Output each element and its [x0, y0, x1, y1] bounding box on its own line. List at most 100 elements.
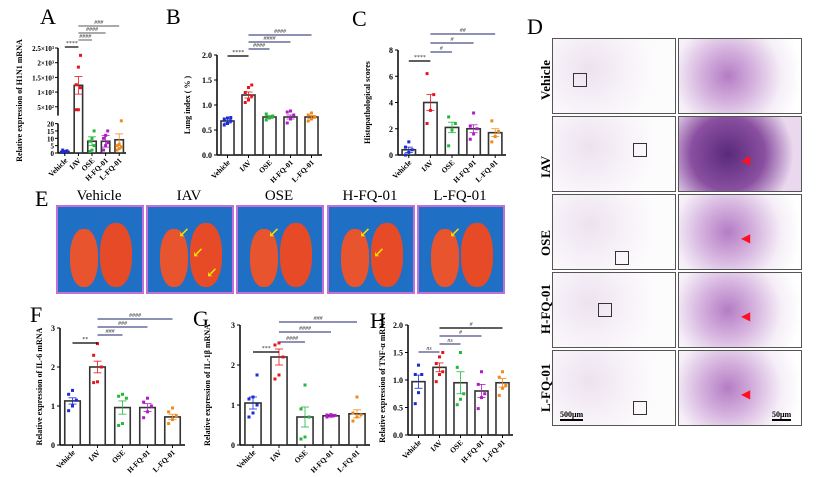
data-point	[71, 404, 74, 408]
panel-letter-e: E	[35, 186, 49, 211]
y-tick-label: 1×10³	[37, 89, 54, 97]
significance-label: ####	[264, 36, 277, 42]
significance-label: #	[440, 46, 444, 52]
significance-label: ####	[253, 43, 266, 49]
y-axis-label: Histopathological scores	[363, 61, 372, 144]
photo-label: Vehicle	[76, 188, 122, 204]
data-point	[459, 351, 462, 354]
data-point	[425, 72, 429, 76]
data-point	[226, 122, 229, 125]
data-point	[90, 136, 94, 140]
lung-right-lobe	[100, 223, 132, 287]
significance-label: ###	[94, 20, 104, 26]
data-point	[90, 148, 94, 152]
data-point	[417, 391, 420, 395]
arrow-icon: ↙	[359, 226, 371, 241]
data-point	[447, 115, 451, 119]
chart-h-tnfa: 0.0 0.5 1.0 1.5 2.0 Relative expression of TN…	[378, 317, 513, 465]
data-point	[303, 435, 307, 439]
data-point	[67, 409, 71, 413]
y-tick-label: 1.0	[202, 101, 212, 110]
data-point	[299, 407, 303, 411]
data-point	[497, 393, 501, 397]
photo-label: L-FQ-01	[433, 188, 487, 204]
data-point	[497, 375, 501, 379]
data-point	[171, 418, 174, 422]
arrow-icon: ◀	[741, 153, 751, 167]
lung-left-lobe	[70, 229, 98, 287]
significance-label: ###	[106, 329, 116, 335]
data-point	[146, 396, 149, 400]
y-tick-label: 2×10³	[37, 60, 54, 68]
y-tick-label: 5×10²	[37, 104, 54, 112]
data-point	[307, 415, 311, 419]
data-point	[61, 150, 65, 154]
y-tick-label: 0	[51, 441, 55, 450]
y-tick-label: 0.5	[393, 404, 403, 413]
significance-label: #	[459, 330, 463, 336]
lung-right-lobe	[371, 223, 403, 287]
arrow-icon: ↙	[268, 226, 280, 241]
data-point	[250, 83, 254, 87]
data-point	[226, 116, 229, 120]
data-point	[333, 413, 337, 417]
data-point	[264, 112, 268, 116]
significance-label: ****	[414, 55, 426, 61]
x-tick-label: L-FQ-01	[474, 158, 500, 184]
data-point	[96, 342, 99, 346]
data-point	[407, 140, 411, 144]
data-point	[292, 113, 296, 117]
data-point	[243, 101, 247, 104]
data-point	[255, 403, 259, 407]
data-point	[271, 114, 275, 118]
y-tick-label: 2	[389, 125, 393, 134]
arrow-icon: ↙	[192, 246, 204, 261]
data-point	[472, 111, 476, 115]
data-point	[355, 395, 359, 399]
significance-label: ####	[299, 326, 312, 332]
y-tick-label: 8	[389, 46, 393, 55]
bar	[73, 84, 84, 154]
data-point	[425, 122, 429, 125]
data-point	[117, 394, 121, 398]
lung-photo: ↙ ↙	[327, 205, 415, 294]
histology-low-mag	[552, 272, 676, 348]
data-point	[115, 144, 119, 148]
data-point	[117, 424, 121, 427]
y-tick-label: 5	[51, 143, 55, 151]
data-point	[92, 353, 96, 357]
data-point	[310, 117, 313, 121]
x-tick-label: OSE	[439, 158, 456, 175]
data-point	[106, 141, 110, 145]
panel-letter-b: B	[166, 4, 181, 29]
data-point	[88, 150, 92, 154]
data-point	[410, 148, 414, 152]
x-tick-label: IAV	[268, 448, 284, 464]
y-axis-label: Relative expression of IL-1β mRNA	[203, 324, 212, 446]
panel-letter-g: G	[193, 306, 209, 331]
data-point	[351, 419, 355, 423]
zoom-box	[573, 73, 587, 87]
data-point	[247, 98, 250, 102]
data-point	[67, 392, 71, 396]
data-point	[306, 113, 310, 117]
significance-label: ####	[286, 336, 299, 342]
panel-letter-h: H	[370, 308, 386, 333]
data-point	[74, 108, 78, 112]
significance-label: ns	[426, 346, 432, 352]
data-point	[310, 111, 313, 115]
zoom-box	[633, 401, 647, 415]
data-point	[420, 373, 424, 376]
significance-label: ####	[274, 29, 287, 35]
x-tick-label: H-FQ-01	[451, 158, 478, 185]
data-point	[117, 147, 121, 151]
significance-label: ns	[447, 338, 453, 344]
arrow-icon: ◀	[741, 309, 751, 323]
lung-left-lobe	[160, 229, 188, 287]
data-point	[438, 373, 441, 376]
data-point	[167, 410, 171, 414]
y-tick-label: 0.0	[393, 431, 403, 440]
y-tick-label: 4	[389, 99, 393, 108]
arrow-icon: ↙	[206, 266, 218, 281]
data-point	[79, 53, 83, 57]
